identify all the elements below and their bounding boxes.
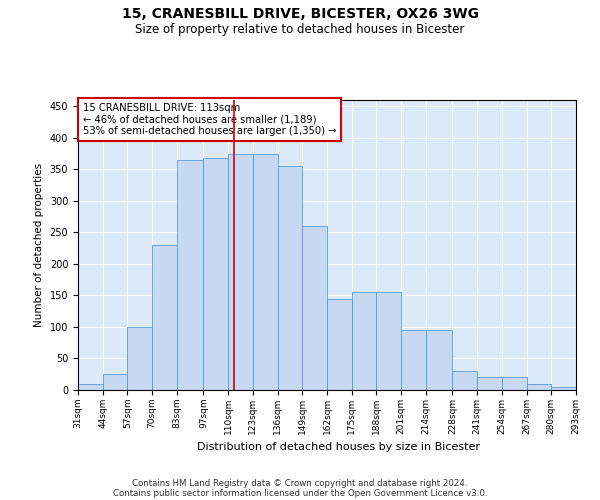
Bar <box>352 292 376 390</box>
Bar <box>376 292 401 390</box>
Bar <box>527 384 551 390</box>
Bar <box>203 158 228 390</box>
Bar <box>502 378 527 390</box>
Text: Contains HM Land Registry data © Crown copyright and database right 2024.: Contains HM Land Registry data © Crown c… <box>132 478 468 488</box>
Bar <box>452 371 477 390</box>
Y-axis label: Number of detached properties: Number of detached properties <box>34 163 44 327</box>
Bar <box>177 160 203 390</box>
Text: Size of property relative to detached houses in Bicester: Size of property relative to detached ho… <box>136 22 464 36</box>
Bar <box>302 226 327 390</box>
Bar <box>103 374 127 390</box>
Bar <box>152 245 177 390</box>
Bar <box>477 378 502 390</box>
Text: 15 CRANESBILL DRIVE: 113sqm
← 46% of detached houses are smaller (1,189)
53% of : 15 CRANESBILL DRIVE: 113sqm ← 46% of det… <box>83 103 337 136</box>
Text: Distribution of detached houses by size in Bicester: Distribution of detached houses by size … <box>197 442 481 452</box>
Bar <box>253 154 278 390</box>
Bar <box>426 330 452 390</box>
Bar <box>327 298 352 390</box>
Bar <box>127 327 152 390</box>
Bar <box>401 330 426 390</box>
Text: Contains public sector information licensed under the Open Government Licence v3: Contains public sector information licen… <box>113 488 487 498</box>
Bar <box>278 166 302 390</box>
Bar <box>78 384 103 390</box>
Bar <box>228 154 253 390</box>
Text: 15, CRANESBILL DRIVE, BICESTER, OX26 3WG: 15, CRANESBILL DRIVE, BICESTER, OX26 3WG <box>121 8 479 22</box>
Bar <box>551 387 576 390</box>
